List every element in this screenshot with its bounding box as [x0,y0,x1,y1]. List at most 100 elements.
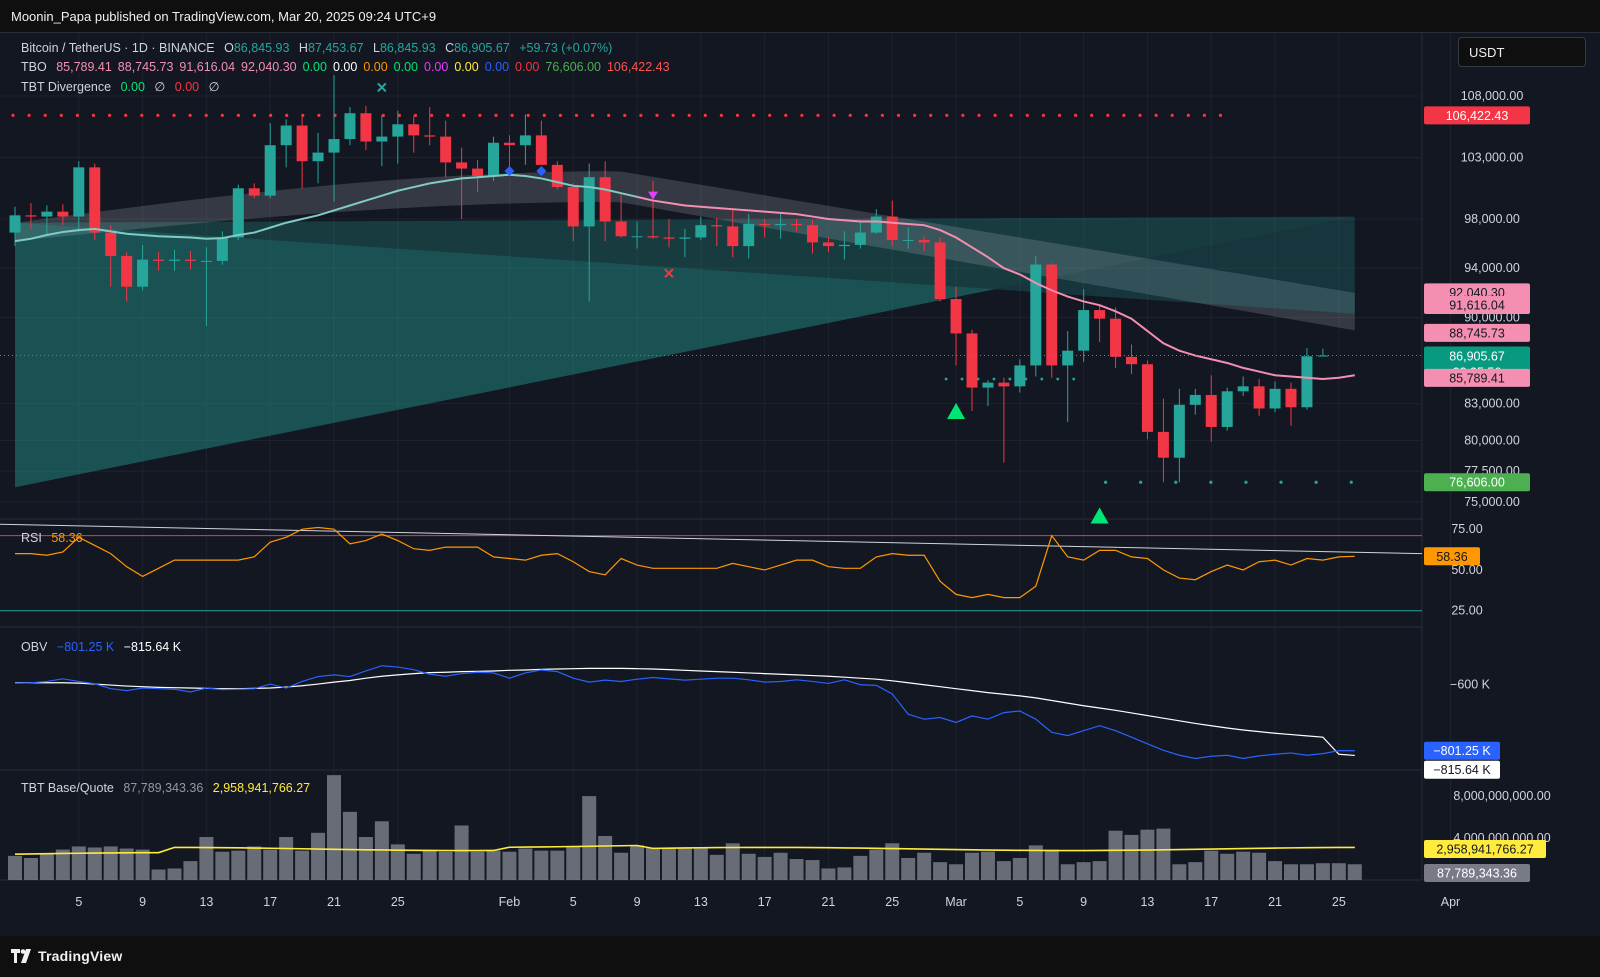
high-label: H [298,41,308,55]
bq-bar [1092,861,1107,880]
bq-bar [422,850,437,880]
bq-bar [502,851,517,880]
lower-dot [1139,480,1143,484]
bq-bar [279,837,294,880]
upper-dot [1138,113,1142,118]
bq-bar [8,855,22,880]
candle-body [1269,388,1281,409]
level-tbo3: 88,745.73 [1449,326,1505,340]
close-label: C [445,41,455,55]
level-tbo4: 85,789.41 [1449,371,1505,385]
bq-bar [1284,864,1298,880]
candle-body [663,237,675,239]
bq-bar [901,857,916,880]
date-tick-label: 21 [821,895,835,909]
upper-dot [381,113,385,118]
candle-body [456,162,468,169]
date-tick-label: Apr [1441,895,1460,909]
tradingview-brand[interactable]: TradingView [38,948,123,964]
upper-dot [961,113,965,118]
candle-body [615,221,627,237]
candle-body [488,142,499,176]
candle-body [1078,310,1090,351]
date-tick-label: 17 [263,895,277,909]
upper-dot [204,113,208,118]
signal-diamond-icon [536,166,547,177]
level-top-bg [1424,106,1530,125]
upper-dot [800,113,804,118]
date-tick-label: 13 [1140,895,1154,909]
upper-dot [1025,113,1029,118]
candle-body [360,113,372,142]
bq-bar [71,846,86,880]
currency-button[interactable]: USDT [1458,37,1586,67]
signal-cross-icon [664,268,674,278]
bq-bar [295,850,310,880]
bq-bar [1268,861,1283,880]
bq-ma-tag-bg [1424,839,1546,858]
bq-bar [311,832,326,880]
upper-dot [993,113,997,118]
tbo-value-6: 0.00 [363,60,388,74]
bq-bar [1012,857,1027,880]
level-tbo2: 91,616.04 [1449,298,1505,312]
bq-name[interactable]: TBT Base/Quote [21,781,114,795]
upper-dot [816,113,820,118]
upper-dot [397,113,401,118]
upper-dot [1090,113,1094,118]
candle-body [886,216,898,240]
bq-bar [1315,863,1330,880]
upper-dot [413,113,418,118]
candle-body [1317,355,1329,357]
footer: TradingView [0,936,1600,977]
bq-bar [390,844,405,880]
upper-dot [301,113,305,118]
upper-dot [977,113,981,118]
candle-body [376,136,388,142]
date-tick-label: 21 [1268,895,1282,909]
upper-dot [156,113,160,118]
upper-dot [285,113,289,118]
upper-dot [655,113,659,118]
bq-bar [1028,845,1043,880]
bq-bar [582,796,597,880]
candle-body [1237,386,1249,392]
upper-dot [768,113,772,118]
symbol-title[interactable]: Bitcoin / TetherUS · 1D · BINANCE [21,41,215,55]
candle-body [1030,264,1042,366]
tbo-value-5: 0.00 [332,60,358,74]
tbo-name[interactable]: TBO [21,60,47,74]
lower-dot [1104,480,1108,484]
tbt-divergence-name[interactable]: TBT Divergence [21,80,112,94]
upper-dot [623,113,627,118]
bq-bar [614,852,629,880]
obv-name[interactable]: OBV [21,640,48,654]
chart-canvas[interactable]: 108,000.00103,000.0098,000.0094,000.0090… [0,33,1600,936]
bq-bar [39,853,54,880]
candle-body [1094,310,1106,319]
bq-bar [853,855,868,880]
tbo-value-8: 0.00 [424,60,449,74]
rsi-legend: RSI 58.36 [21,531,89,545]
date-tick-label: 5 [1016,895,1023,909]
candle-body [328,139,340,153]
price-tick-label: 75,000.00 [1464,495,1520,509]
candle-body [982,382,994,388]
upper-dot [687,113,691,118]
upper-dot [1009,113,1013,118]
bq-bar [486,850,501,880]
tbo-value-0: 85,789.41 [56,60,112,74]
date-tick-label: 5 [570,895,577,909]
candle-body [169,259,180,261]
candle-body [216,237,228,261]
rsi-name[interactable]: RSI [21,531,42,545]
upper-dot [848,113,852,118]
tbo-value-11: 0.00 [515,60,540,74]
obv-ma-line [15,667,1355,757]
upper-dot [75,113,79,118]
upper-dot [317,113,321,118]
date-tick-label: 13 [199,895,213,909]
ribbon-band [15,171,1355,331]
tbo-value-12: 76,606.00 [545,60,601,74]
bq-bar [167,868,182,880]
